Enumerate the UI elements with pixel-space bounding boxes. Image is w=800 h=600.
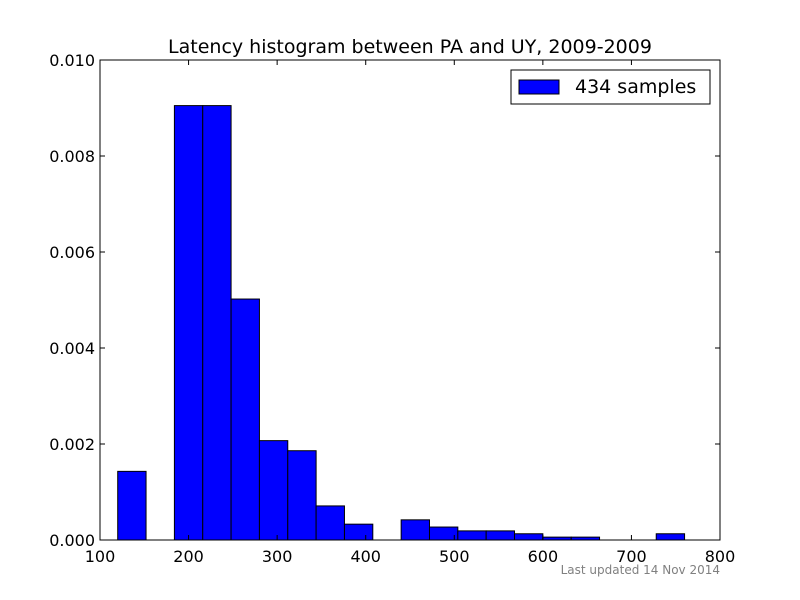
x-tick-label: 500 (439, 547, 470, 566)
histogram-bar (173, 105, 204, 541)
x-tick-label: 100 (85, 547, 116, 566)
y-tick-label: 0.004 (49, 339, 95, 358)
histogram-bar (117, 470, 147, 541)
y-tick-label: 0.000 (49, 531, 95, 550)
histogram-bar (315, 505, 345, 541)
legend-label: 434 samples (575, 76, 696, 98)
y-tick-label: 0.002 (49, 435, 95, 454)
footnote: Last updated 14 Nov 2014 (561, 563, 720, 577)
histogram-bar (514, 533, 544, 541)
axis-ticks-group: 100 200 300 400 500 600 700 800 0.000 0.002 0.004 0… (49, 51, 735, 566)
x-tick-label: 200 (173, 547, 204, 566)
histogram-bar (287, 450, 317, 541)
x-tick-label: 300 (262, 547, 293, 566)
x-tick-label: 700 (616, 547, 647, 566)
histogram-bar (202, 105, 232, 541)
histogram-bar (343, 523, 374, 541)
x-tick-label: 800 (705, 547, 736, 566)
legend: 434 samples (510, 69, 711, 105)
legend-swatch (518, 79, 560, 95)
histogram-bar (258, 440, 289, 541)
histogram-bar (485, 530, 516, 541)
y-tick-label: 0.006 (49, 243, 95, 262)
histogram-bar (400, 519, 430, 541)
histogram-bar (457, 530, 487, 541)
chart-title: Latency histogram between PA and UY, 200… (168, 36, 652, 58)
histogram-bar (230, 298, 260, 541)
x-tick-label: 600 (528, 547, 559, 566)
histogram-bar (655, 533, 686, 541)
x-tick-label: 400 (350, 547, 381, 566)
histogram-bar (428, 526, 459, 541)
y-tick-label: 0.010 (49, 51, 95, 70)
y-tick-label: 0.008 (49, 147, 95, 166)
bars-group (117, 105, 686, 541)
plot-frame (99, 59, 721, 541)
